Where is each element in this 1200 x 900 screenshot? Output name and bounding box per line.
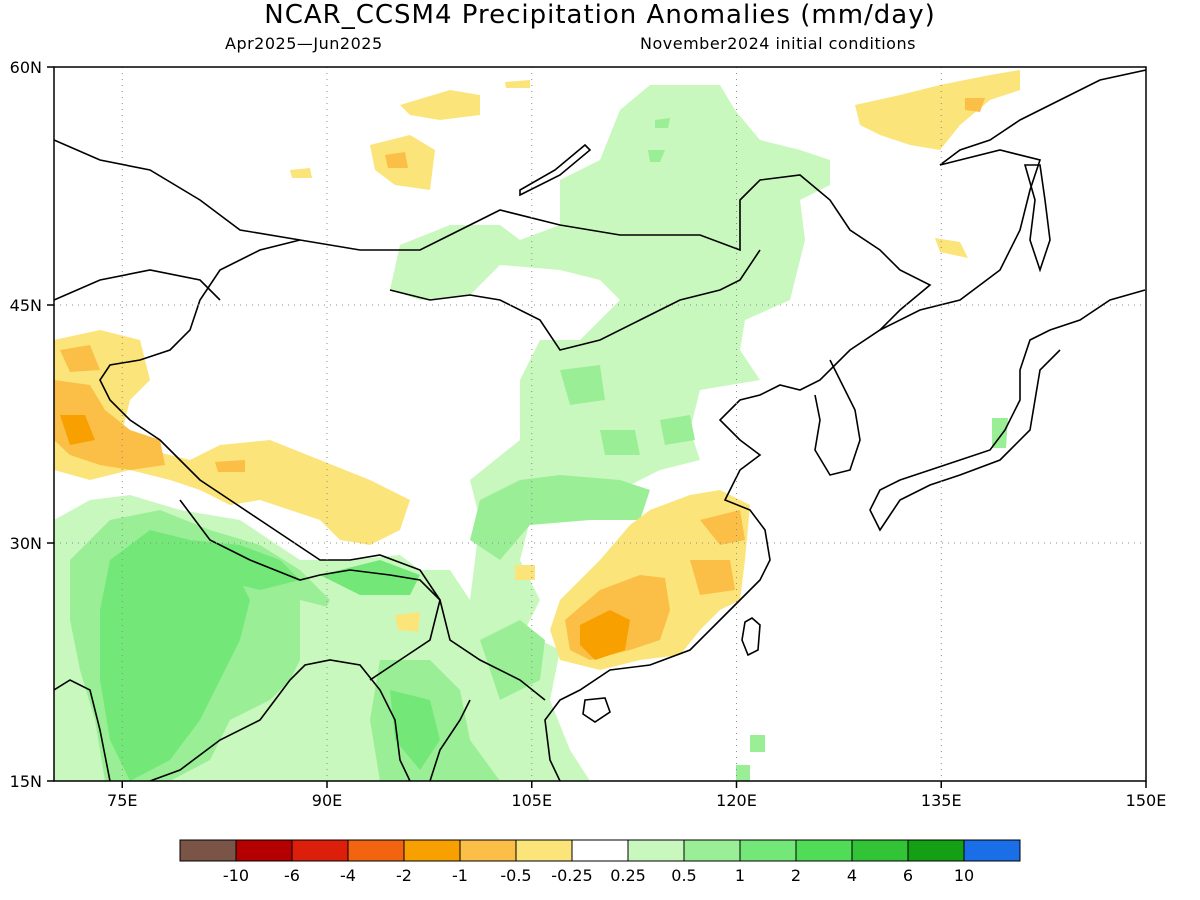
legend-swatch <box>739 839 797 862</box>
anomaly-field <box>54 70 1020 781</box>
dry-region-siberia <box>290 70 1020 632</box>
initial-conditions: November2024 initial conditions <box>640 34 916 53</box>
lon-axis: 75E 90E 105E 120E 135E 150E <box>107 791 1166 810</box>
axis-ticks <box>47 66 1147 788</box>
coastlines-and-borders <box>54 69 1146 781</box>
wet-region-yunnan <box>300 600 360 670</box>
coastline-korea <box>814 359 861 476</box>
legend-swatch <box>347 839 405 862</box>
coastline-lake-baikal <box>519 143 592 197</box>
lat-tick-label: 15N <box>10 772 42 791</box>
dry-region-pamir-core <box>60 415 95 445</box>
border-himalaya <box>179 499 441 681</box>
lat-tick-label: 30N <box>10 534 42 553</box>
legend-tick-label: 4 <box>847 866 857 885</box>
border-mongolia <box>389 249 761 351</box>
dry-region-central-asia <box>54 330 410 545</box>
lon-tick-label: 135E <box>921 791 962 810</box>
legend-tick-label: 10 <box>954 866 974 885</box>
wet-region-north-china-core <box>560 118 695 455</box>
coastline-east-asia <box>544 69 1146 781</box>
gridlines <box>54 67 1146 781</box>
legend-tick-label: -4 <box>340 866 356 885</box>
lon-tick-label: 150E <box>1126 791 1167 810</box>
legend-tick-label: -0.25 <box>551 866 592 885</box>
lat-tick-label: 60N <box>10 58 42 77</box>
dry-region-south-china-peak <box>580 610 630 660</box>
coastline-sakhalin <box>1023 164 1051 273</box>
wet-region-central-china <box>470 475 650 560</box>
legend-swatch <box>963 839 1021 862</box>
legend-tick-label: -1 <box>452 866 468 885</box>
legend-tick-label: 2 <box>791 866 801 885</box>
lon-tick-label: 105E <box>511 791 552 810</box>
color-legend <box>179 839 1021 862</box>
legend-tick-label: 1 <box>735 866 745 885</box>
lat-axis: 60N 45N 30N 15N <box>10 58 42 791</box>
legend-tick-label: 0.5 <box>671 866 696 885</box>
border-central-asia <box>54 139 301 301</box>
lon-tick-label: 120E <box>716 791 757 810</box>
legend-swatch <box>795 839 853 862</box>
legend-swatch <box>291 839 349 862</box>
dry-region-pamir <box>54 345 245 472</box>
legend-tick-label: -0.5 <box>500 866 531 885</box>
wet-region-japan <box>736 418 1008 781</box>
legend-swatch <box>907 839 965 862</box>
legend-swatch <box>235 839 293 862</box>
legend-tick-label: 0.25 <box>610 866 646 885</box>
map-frame <box>53 66 1147 782</box>
legend-swatch <box>851 839 909 862</box>
coastline-taiwan <box>741 617 761 657</box>
legend-tick-label: -10 <box>223 866 249 885</box>
wet-region-india-core <box>100 530 440 781</box>
coastline-japan <box>869 289 1146 532</box>
legend-swatch <box>179 839 237 862</box>
legend-tick-label: 6 <box>903 866 913 885</box>
forecast-period: Apr2025—Jun2025 <box>225 34 383 53</box>
coastline-hainan <box>582 697 611 723</box>
legend-tick-label: -2 <box>396 866 412 885</box>
legend-swatch <box>571 839 629 862</box>
legend-swatch <box>683 839 741 862</box>
lat-tick-label: 45N <box>10 296 42 315</box>
lon-tick-label: 75E <box>107 791 137 810</box>
legend-swatch <box>515 839 573 862</box>
border-china <box>99 174 932 701</box>
coastline-india <box>54 659 471 781</box>
legend-swatch <box>459 839 517 862</box>
legend-swatch <box>627 839 685 862</box>
map-title: NCAR_CCSM4 Precipitation Anomalies (mm/d… <box>264 0 936 30</box>
legend-labels: -10 -6 -4 -2 -1 -0.5 -0.25 0.25 0.5 1 2 4 6 10 <box>223 866 974 885</box>
lon-tick-label: 90E <box>312 791 342 810</box>
legend-tick-label: -6 <box>284 866 300 885</box>
legend-swatch <box>403 839 461 862</box>
